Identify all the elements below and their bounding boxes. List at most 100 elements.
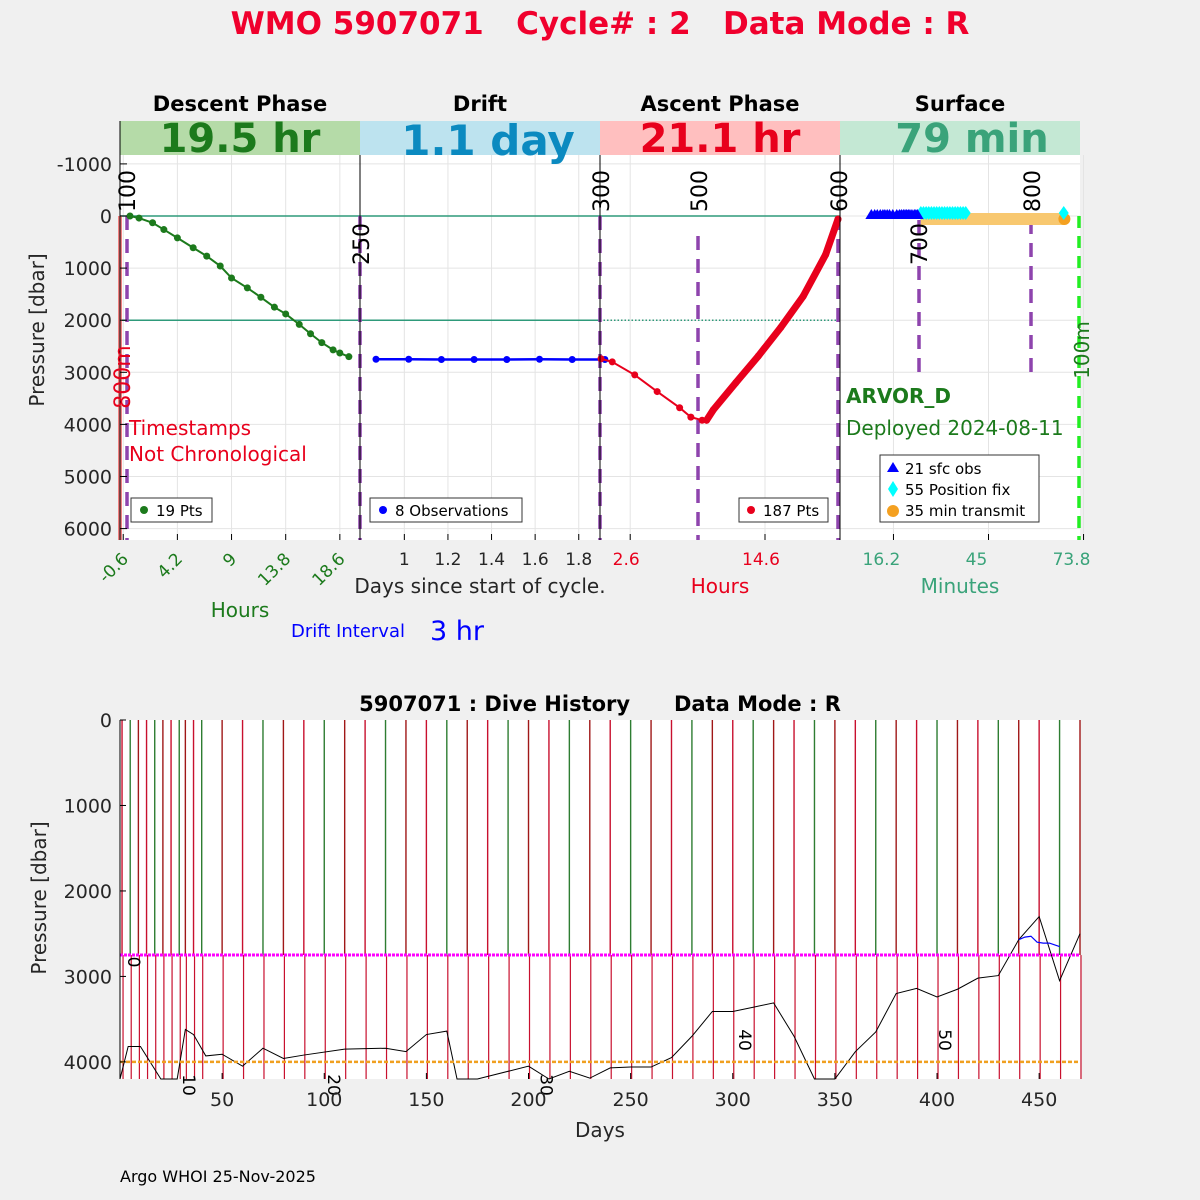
drift-point	[568, 356, 576, 364]
descent-point	[216, 262, 224, 270]
dive-history-xlabel: Days	[575, 1118, 625, 1142]
ascent-point	[676, 404, 684, 412]
surface-legend-fix-text: 55 Position fix	[905, 481, 1010, 499]
descent-duration: 19.5 hr	[160, 116, 321, 162]
dive-xtick-label: 250	[613, 1089, 649, 1111]
cycle-ytick-label: 3000	[64, 362, 112, 384]
descent-point	[257, 293, 265, 301]
dive-history-ylabel: Pressure [dbar]	[27, 821, 51, 974]
descent-point	[329, 346, 337, 354]
point-index-label-100: 100	[116, 170, 141, 212]
descent-point	[203, 252, 211, 260]
ascent-legend-marker	[747, 506, 755, 514]
surface-phase-title: Surface	[915, 92, 1005, 116]
cycle-ytick-label: 5000	[64, 467, 112, 489]
point-index-label-500: 500	[688, 170, 713, 212]
ascent-point	[631, 371, 639, 379]
dive-history-marks: 0 10 20 30 40 50	[119, 720, 1082, 1096]
point-index-labels: 100 250 300 500 600 700 800	[116, 170, 1046, 265]
surface-sfc-obs	[911, 209, 924, 219]
point-index-label-700: 700	[908, 223, 933, 265]
surface-xtick-label: 16.2	[863, 550, 901, 570]
descent-point	[307, 330, 315, 338]
drift-xlabel: Days since start of cycle.	[354, 574, 605, 598]
ascent-header-bar	[600, 121, 840, 155]
ascent-point	[822, 251, 830, 259]
deployment-date-label: Deployed 2024-08-11	[846, 416, 1064, 440]
descent-legend: 19 Pts	[130, 497, 213, 523]
descent-point	[126, 212, 134, 220]
surface-position-fix	[1058, 206, 1069, 220]
ascent-point	[608, 358, 616, 366]
ascent-point	[732, 379, 740, 387]
descent-xtick-label: 18.6	[308, 549, 349, 590]
drift-duration: 1.1 day	[401, 116, 575, 165]
ascent-point	[687, 413, 695, 421]
surface-xtick-label: 45	[966, 550, 988, 570]
drift-point	[437, 356, 445, 364]
dive-ytick-label: 2000	[64, 881, 112, 903]
dive-history-chart: 5907071 : Dive History Data Mode : R 0 10…	[27, 692, 1082, 1142]
point-index-label-300: 300	[590, 170, 615, 212]
descent-point	[270, 303, 278, 311]
cycle-number-label: 10	[178, 1074, 198, 1096]
drift-xtick-label: 1.8	[565, 550, 592, 570]
drift-point	[470, 356, 478, 364]
descent-point	[173, 234, 181, 242]
drift-xtick-label: 1.6	[522, 550, 549, 570]
drift-point	[503, 356, 511, 364]
ascent-legend-text: 187 Pts	[763, 502, 819, 520]
surface-legend-box	[879, 454, 1040, 523]
recent-drift-trace	[1018, 935, 1060, 948]
surface-xunit: Minutes	[921, 574, 1000, 598]
descent-legend-text: 19 Pts	[156, 502, 203, 520]
dive-history-plot-area	[120, 720, 1080, 1079]
dive-xtick-label: 400	[919, 1089, 955, 1111]
surface-legend-transmit-marker	[887, 505, 899, 517]
drift-header-bar	[360, 121, 600, 155]
descent-point	[282, 310, 290, 318]
drift-interval-value: 3 hr	[430, 616, 485, 647]
cycle-chart-grid	[120, 155, 1085, 540]
dive-history-title: 5907071 : Dive History Data Mode : R	[359, 692, 841, 716]
ascent-point	[703, 416, 711, 424]
cycle-ytick-label: -1000	[57, 154, 112, 176]
ascent-point	[754, 352, 762, 360]
drift-legend-box	[369, 497, 523, 523]
drift-interval-label: Drift Interval	[291, 621, 405, 642]
dive-xtick-label: 350	[817, 1089, 853, 1111]
point-index-label-600: 600	[828, 170, 853, 212]
timestamps-warning-line-2: Not Chronological	[129, 442, 307, 466]
descent-point	[345, 353, 353, 361]
dive-ytick-label: 0	[100, 710, 112, 732]
drift-point	[372, 355, 380, 363]
ascent-dense-line	[703, 215, 842, 424]
dive-xtick-label: 300	[715, 1089, 751, 1111]
cycle-number-label: 50	[934, 1029, 954, 1051]
cycle-number-label: 0	[123, 957, 143, 968]
cycle-number-label: 30	[536, 1074, 556, 1096]
dive-xtick-label: 50	[210, 1089, 234, 1111]
cycle-ytick-label: 4000	[64, 414, 112, 436]
cycle-chart-marks	[126, 206, 1071, 424]
surface-legend-transmit-text: 35 min transmit	[905, 502, 1025, 520]
dive-history-ticks: 50 100 150 200 250 300 350 400 45001000200030004…	[64, 710, 1058, 1111]
right-depth-label: 100m	[1070, 321, 1094, 379]
ascent-xtick-label: 14.6	[742, 550, 780, 570]
cycle-ytick-label: 2000	[64, 310, 112, 332]
descent-point	[243, 284, 251, 292]
dive-xtick-label: 150	[408, 1089, 444, 1111]
cycle-chart-y-ticks: -1000 0 1000 2000 3000 4000 5000 6000	[57, 154, 127, 541]
cycle-ytick-label: 0	[100, 206, 112, 228]
descent-point	[228, 274, 236, 282]
bottom-depth-line	[119, 915, 1081, 1080]
descent-point	[295, 320, 303, 328]
drift-point	[405, 355, 413, 363]
descent-point	[160, 226, 168, 234]
drift-point	[536, 355, 543, 363]
ascent-xunit: Hours	[691, 574, 750, 598]
ascent-duration: 21.1 hr	[640, 116, 801, 162]
cycle-chart: Descent Phase Drift Ascent Phase Surface…	[25, 92, 1094, 647]
ascent-xtick-label: 2.6	[613, 550, 640, 570]
